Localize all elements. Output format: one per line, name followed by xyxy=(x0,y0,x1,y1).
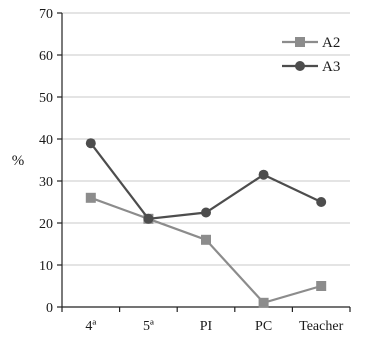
y-tick-label: 10 xyxy=(39,259,53,274)
series xyxy=(85,138,327,308)
data-point xyxy=(316,197,327,207)
data-point xyxy=(201,207,211,218)
y-tick-label: 60 xyxy=(39,49,53,64)
data-point xyxy=(258,169,269,180)
x-tick-label: PC xyxy=(255,319,272,334)
data-point xyxy=(258,297,269,308)
legend-marker xyxy=(295,61,305,71)
legend-label: A3 xyxy=(322,59,340,75)
y-tick-label: 50 xyxy=(39,91,53,106)
y-tick-label: 0 xyxy=(46,301,53,316)
y-tick-label: 40 xyxy=(39,133,53,148)
series-a3 xyxy=(85,138,327,224)
legend: A2 A3 xyxy=(282,35,340,75)
x-ticks: 4ª 5ª PI PC Teacher xyxy=(61,307,351,334)
axes xyxy=(61,13,350,308)
data-point xyxy=(85,138,96,149)
x-tick-label: PI xyxy=(200,319,213,334)
y-tick-label: 20 xyxy=(39,217,53,232)
x-tick-label: 4ª xyxy=(85,319,96,334)
data-point xyxy=(316,281,327,291)
y-ticks: 0 10 20 30 40 50 60 70 xyxy=(39,7,62,316)
gridlines xyxy=(62,12,350,266)
data-point xyxy=(201,234,211,245)
data-point xyxy=(85,192,96,203)
legend-label: A2 xyxy=(322,35,340,51)
data-point xyxy=(143,213,154,224)
y-tick-label: 70 xyxy=(39,7,53,22)
y-tick-label: 30 xyxy=(39,175,53,190)
x-tick-label: 5ª xyxy=(143,319,154,334)
x-tick-label: Teacher xyxy=(299,319,343,334)
legend-item: A2 xyxy=(282,35,340,51)
y-axis-label: % xyxy=(12,153,25,169)
legend-marker xyxy=(295,37,305,47)
legend-item: A3 xyxy=(282,59,340,75)
